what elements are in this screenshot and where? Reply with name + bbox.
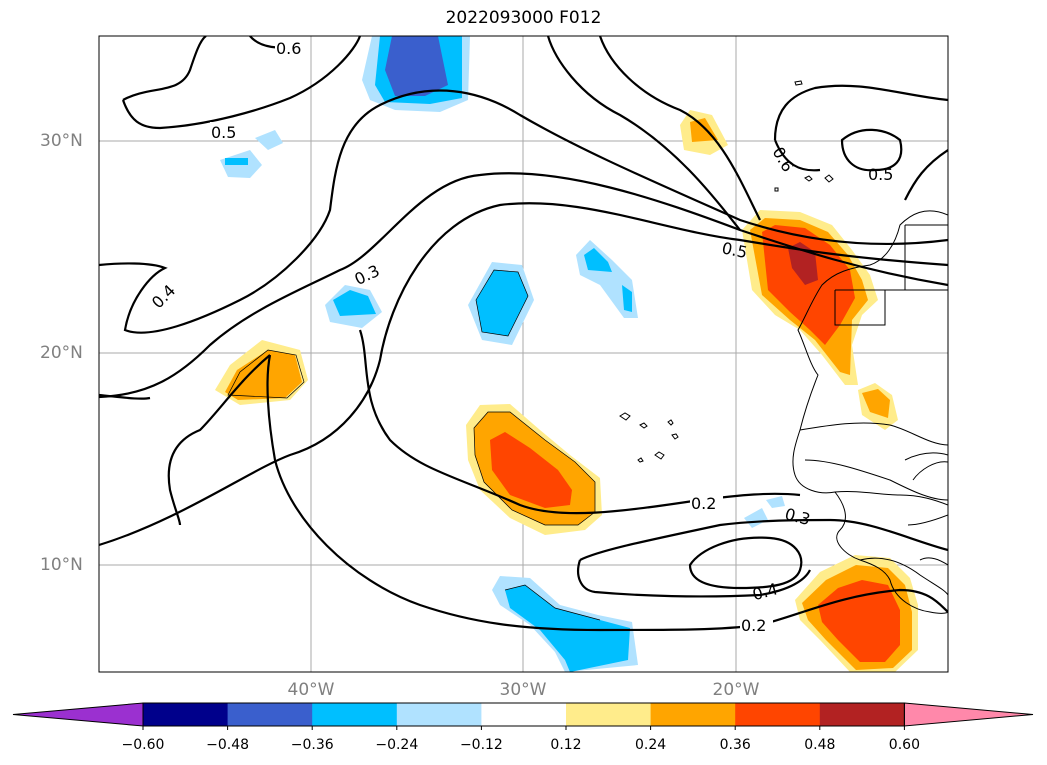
contour-label: 0.6 — [276, 39, 301, 58]
contour-label: 0.5 — [720, 238, 749, 262]
lat-label: 30°N — [40, 131, 83, 151]
lon-label: 20°W — [712, 680, 760, 700]
colorbar-tick-label: −0.12 — [459, 737, 503, 753]
colorbar-cell — [312, 703, 398, 726]
colorbar-extend-low — [12, 702, 144, 727]
colorbar-tick-label: −0.36 — [290, 737, 334, 753]
colorbar-cell — [396, 703, 482, 726]
colorbar-tick-label: 0.48 — [804, 737, 836, 753]
contour-label: 0.2 — [691, 494, 716, 513]
lat-label: 20°N — [40, 343, 83, 363]
positive-shading — [215, 110, 918, 672]
colorbar-tick-label: −0.60 — [121, 737, 165, 753]
contour-label: 0.5 — [211, 123, 236, 142]
contour-label: 0.2 — [741, 616, 766, 635]
lat-label: 10°N — [40, 555, 83, 575]
contour-lines — [99, 36, 948, 632]
colorbar-tick-label: 0.36 — [719, 737, 751, 753]
colorbar-cell — [143, 703, 229, 726]
map-title: 2022093000 F012 — [445, 8, 602, 28]
colorbar-tick-label: 0.24 — [635, 737, 667, 753]
colorbar-cell — [566, 703, 652, 726]
lon-label: 30°W — [499, 680, 547, 700]
plot-frame — [98, 35, 949, 673]
colorbar-tick-label: −0.24 — [375, 737, 419, 753]
colorbar-outline — [142, 702, 905, 727]
colorbar-tick-label: 0.12 — [550, 737, 582, 753]
colorbar-tick-label: 0.60 — [888, 737, 920, 753]
colorbar-extend-high — [903, 702, 1034, 727]
contour-label: 0.5 — [868, 165, 893, 184]
colorbar-cell — [735, 703, 821, 726]
gridlines — [99, 36, 948, 672]
coastlines — [619, 80, 948, 614]
colorbar-cell — [819, 703, 905, 726]
shading-outlines — [227, 269, 601, 621]
colorbar-tick-label: −0.48 — [206, 737, 250, 753]
lon-label: 40°W — [287, 680, 335, 700]
colorbar-cell — [650, 703, 736, 726]
colorbar-cell — [227, 703, 313, 726]
colorbar-cell — [481, 703, 567, 726]
